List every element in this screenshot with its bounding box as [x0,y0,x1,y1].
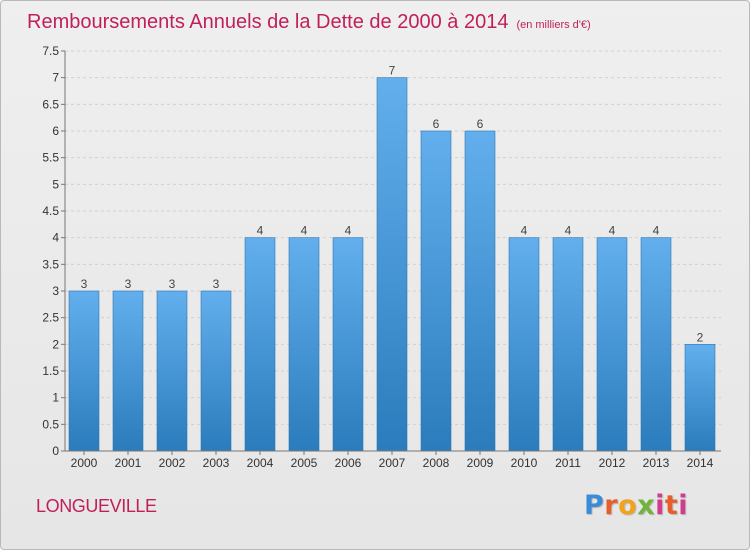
bar-2006 [332,237,364,452]
bar-2002 [156,290,188,452]
y-tick-label: 3.5 [42,257,59,271]
y-tick-label: 5 [52,177,59,191]
y-tick-label: 5.5 [42,151,59,165]
bar-2003 [200,290,232,452]
x-tick-label: 2004 [247,456,274,470]
value-label-2000: 3 [81,277,88,291]
chart-title: Remboursements Annuels de la Dette de 20… [27,11,509,33]
chart-title-line: Remboursements Annuels de la Dette de 20… [27,8,591,39]
value-label-2013: 4 [653,224,660,238]
brand-logo: Proxiti [584,490,689,521]
value-label-2001: 3 [125,277,132,291]
bar-2011 [552,237,584,452]
x-tick-label: 2008 [423,456,450,470]
x-tick-label: 2001 [115,456,142,470]
bar-2012 [596,237,628,452]
bar-2008 [420,130,452,452]
x-tick-label: 2011 [555,456,581,470]
bar-2000 [68,290,100,452]
value-label-2003: 3 [213,277,220,291]
x-tick-label: 2003 [203,456,230,470]
bars [68,77,716,452]
y-tick-label: 4 [52,231,59,245]
x-tick-label: 2010 [511,456,538,470]
x-tick-label: 2013 [643,456,670,470]
y-tick-label: 7.5 [42,44,59,58]
y-tick-label: 1.5 [42,364,59,378]
labels: 0 0.5 1 1.5 2 2.5 3 3.5 4 4.5 5 5.5 6 6.5 7 7.5 3 2000 3 20… [42,44,713,470]
chart-subtitle: (en milliers d'€) [516,19,591,31]
bar-2004 [244,237,276,452]
value-label-2011: 4 [565,224,572,238]
x-tick-label: 2014 [687,456,714,470]
bar-2001 [112,290,144,452]
value-label-2005: 4 [301,224,308,238]
y-tick-label: 7 [52,71,59,85]
x-tick-label: 2005 [291,456,318,470]
y-tick-label: 3 [52,284,59,298]
value-label-2007: 7 [389,64,396,78]
axes [61,50,721,455]
value-label-2014: 2 [697,330,704,344]
y-tick-label: 4.5 [42,204,59,218]
x-tick-label: 2012 [599,456,626,470]
bar-2005 [288,237,320,452]
bar-2009 [464,130,496,452]
x-tick-label: 2006 [335,456,362,470]
y-tick-label: 0.5 [42,417,59,431]
value-label-2004: 4 [257,224,264,238]
bar-2014 [684,344,716,452]
y-tick-label: 2.5 [42,311,59,325]
value-label-2012: 4 [609,224,616,238]
value-label-2008: 6 [433,117,440,131]
x-tick-label: 2002 [159,456,186,470]
value-label-2009: 6 [477,117,484,131]
y-tick-label: 6.5 [42,97,59,111]
x-tick-label: 2007 [379,456,406,470]
value-label-2010: 4 [521,224,528,238]
bar-2013 [640,237,672,452]
town-name: LONGUEVILLE [36,496,157,516]
y-tick-label: 0 [52,444,59,458]
x-tick-label: 2000 [71,456,98,470]
value-label-2002: 3 [169,277,176,291]
value-label-2006: 4 [345,224,352,238]
y-tick-label: 6 [52,124,59,138]
x-tick-label: 2009 [467,456,494,470]
y-tick-label: 2 [52,337,59,351]
y-tick-label: 1 [52,391,59,405]
bar-2010 [508,237,540,452]
bar-2007 [376,77,408,452]
